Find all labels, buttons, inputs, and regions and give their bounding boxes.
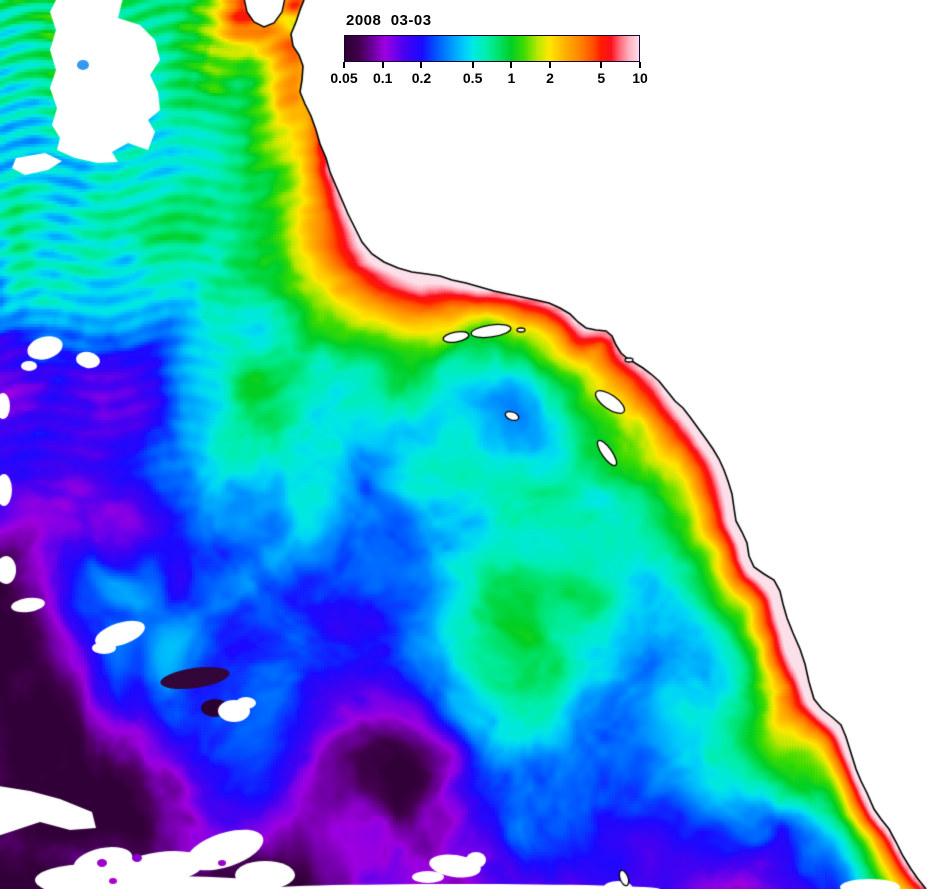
chlorophyll-map-canvas (0, 0, 932, 889)
ocean-color-map-screenshot: 2008 03-03 0.05 0.1 0.2 0.5 1 2 5 10 (0, 0, 932, 889)
